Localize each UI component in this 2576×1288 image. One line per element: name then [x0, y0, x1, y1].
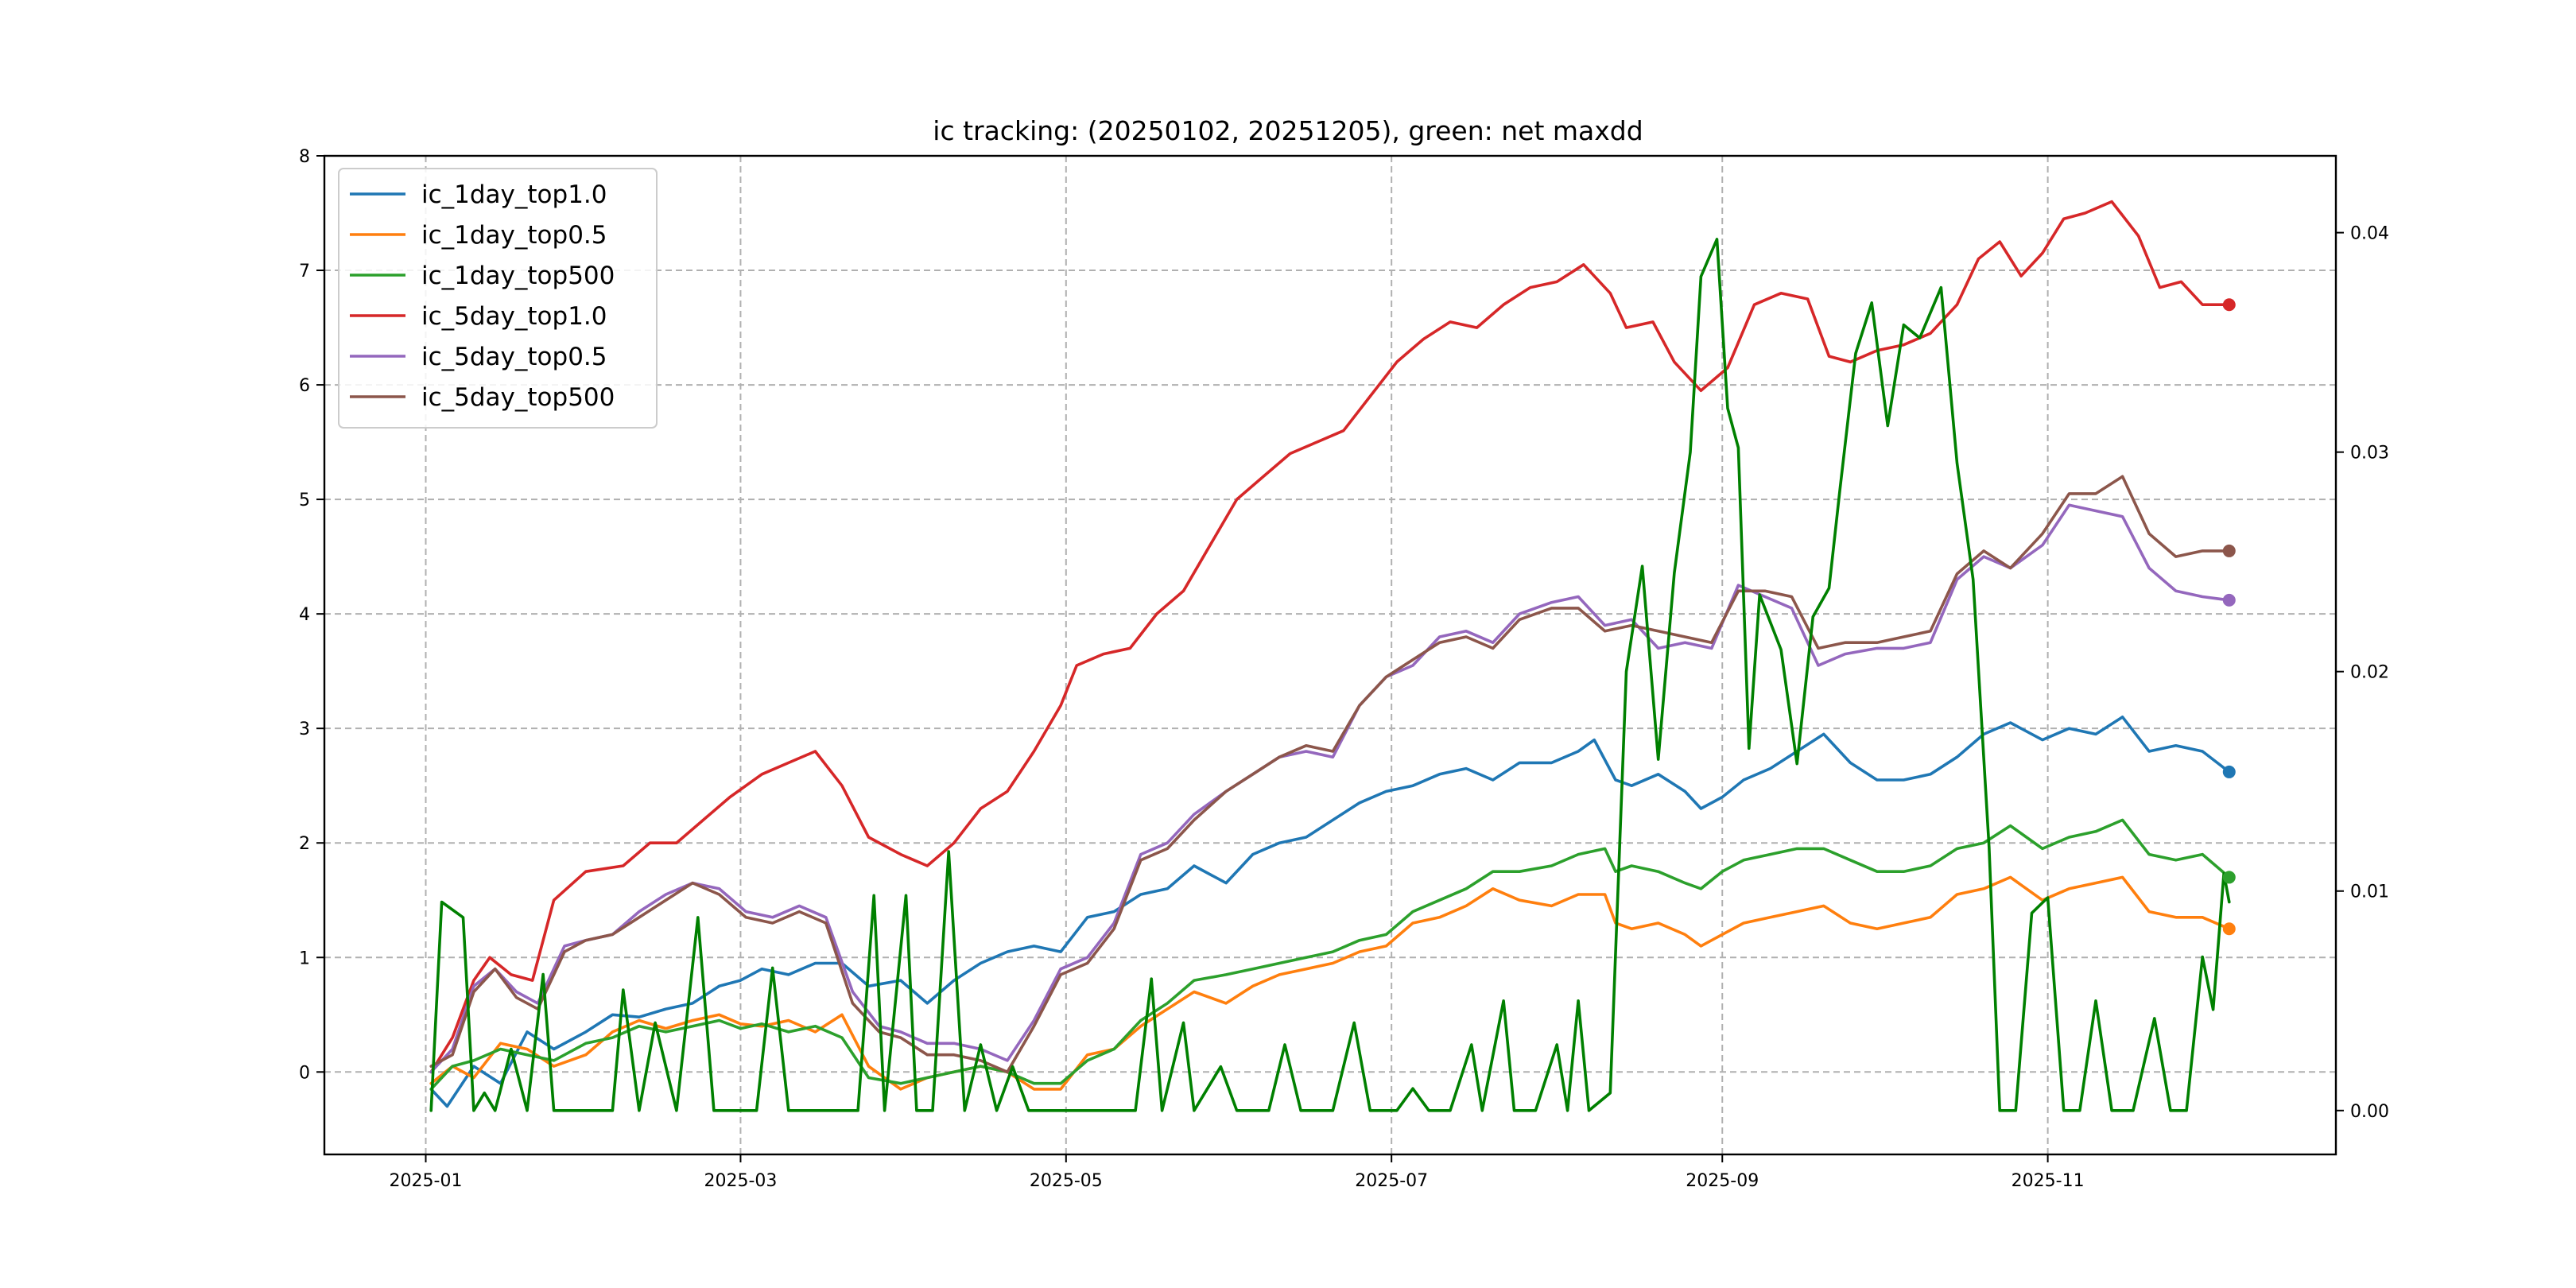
legend-label: ic_1day_top1.0 [421, 180, 607, 209]
series-line-ic-1day-top1-0 [429, 715, 2231, 1108]
y-left-tick-label: 4 [299, 605, 310, 625]
legend-label: ic_1day_top500 [421, 262, 615, 290]
legend: ic_1day_top1.0 ic_1day_top0.5 ic_1day_top5… [338, 168, 658, 429]
end-marker-ic-1day-top0-5 [2222, 922, 2236, 936]
end-marker-ic-1day-top500 [2222, 871, 2236, 884]
y-right-tick-label: 0.04 [2350, 224, 2389, 244]
y-right-tick-label: 0.03 [2350, 444, 2389, 464]
legend-label: ic_5day_top500 [421, 383, 615, 412]
end-marker-ic-5day-top1-0 [2222, 298, 2236, 312]
legend-label: ic_5day_top0.5 [421, 343, 607, 371]
y-left-tick-label: 1 [299, 949, 310, 968]
y-left-tick-label: 5 [299, 491, 310, 510]
series-line-ic-5day-top1-0 [429, 200, 2231, 1074]
series-line-ic-1day-top0-5 [429, 875, 2231, 1091]
y-left-tick-label: 7 [299, 262, 310, 281]
y-axis-right: 0.00 0.01 0.02 0.03 0.04 [2336, 224, 2389, 1122]
y-left-tick-label: 3 [299, 720, 310, 739]
end-markers [2222, 298, 2236, 936]
y-axis-left: 0 1 2 3 4 5 6 7 8 [299, 147, 324, 1083]
y-right-tick-label: 0.02 [2350, 663, 2389, 683]
y-right-tick-label: 0.01 [2350, 883, 2389, 902]
series-line-ic-1day-top500 [429, 818, 2231, 1091]
end-marker-ic-5day-top500 [2222, 544, 2236, 557]
x-tick-label: 2025-11 [2012, 1171, 2085, 1191]
y-left-tick-label: 6 [299, 376, 310, 396]
end-marker-ic-5day-top0-5 [2222, 593, 2236, 607]
y-left-tick-label: 0 [299, 1063, 310, 1083]
x-tick-label: 2025-05 [1030, 1171, 1103, 1191]
x-tick-label: 2025-03 [704, 1171, 777, 1191]
legend-label: ic_1day_top0.5 [421, 221, 607, 250]
x-axis: 2025-01 2025-03 2025-05 2025-07 2025-09 2025-… [390, 1154, 2085, 1191]
x-tick-label: 2025-01 [390, 1171, 463, 1191]
chart-title: ic tracking: (20250102, 20251205), green… [933, 115, 1643, 146]
legend-label: ic_5day_top1.0 [421, 302, 607, 331]
series-line-ic-5day-top0-5 [429, 503, 2231, 1074]
plot-frame [323, 154, 2337, 1156]
y-left-tick-label: 2 [299, 834, 310, 854]
legend-box [338, 168, 658, 429]
y-left-tick-label: 8 [299, 147, 310, 167]
y-right-tick-label: 0.00 [2350, 1102, 2389, 1122]
end-marker-ic-1day-top1-0 [2222, 765, 2236, 778]
x-tick-label: 2025-09 [1686, 1171, 1759, 1191]
series-line-net-maxdd [429, 238, 2231, 1112]
series-group [429, 200, 2231, 1112]
x-tick-label: 2025-07 [1355, 1171, 1428, 1191]
series-line-ic-5day-top500 [429, 475, 2231, 1074]
